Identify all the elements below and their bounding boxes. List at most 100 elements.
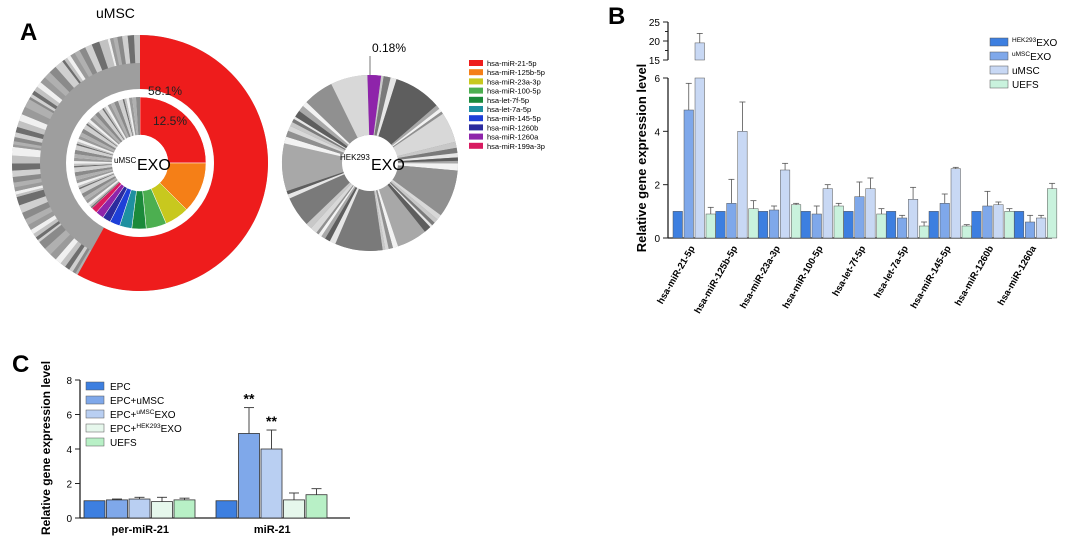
donut1-inner-rest <box>79 174 116 194</box>
chart-b-bar <box>833 205 844 239</box>
chart-b: Relative gene expression level 0 2 4 6 15 20 2… <box>634 18 1058 316</box>
legend-a-swatch-hsa-miR-1260a <box>469 133 483 140</box>
donut1-outer-stripe <box>117 36 126 65</box>
chart-b-bar <box>854 196 865 239</box>
donut1-outer-stripe <box>85 44 103 73</box>
legend-a-item-hsa-miR-145-5p: hsa-miR-145-5p <box>487 114 541 123</box>
chart-b-legend-swatch <box>989 79 1009 89</box>
legend-a-swatch-hsa-miR-23a-3p <box>469 78 483 85</box>
donut1-inner-rest <box>78 135 115 153</box>
donut1-outer-stripe <box>91 41 109 71</box>
chart-b-legend-item: uMSCEXO <box>1012 51 1051 63</box>
chart-b-bar <box>769 209 780 239</box>
chart-b-ytick-label: 25 <box>649 18 661 29</box>
donut1-outer-stripe <box>44 72 70 97</box>
chart-b-bar <box>971 211 982 239</box>
donut2-slice-other <box>397 141 457 159</box>
donut1-outer-stripe <box>64 57 83 83</box>
donut1-inner-rest <box>90 117 120 145</box>
chart-b-bar <box>876 213 887 239</box>
donut2-slice-other <box>378 79 437 145</box>
donut1-inner-rest <box>87 180 119 206</box>
donut2-slice-other <box>289 174 350 224</box>
donut1-inner-rest <box>81 128 117 151</box>
chart-c-bar <box>173 499 196 519</box>
chart-b-bar <box>1025 221 1036 239</box>
donut1-outer-stripe <box>30 94 56 112</box>
donut1-outer-stripe <box>21 106 51 125</box>
donut1-inner-rest <box>126 97 136 136</box>
chart-b-ytick-label: 15 <box>649 56 661 67</box>
donut1-outer-stripe <box>60 241 82 267</box>
chart-b-bar <box>758 211 769 239</box>
donut1-outer-stripe <box>19 114 48 131</box>
donut1-outer-stripe <box>30 215 57 234</box>
donut1-outer-stripe <box>13 178 42 188</box>
panel-c-label: C <box>12 351 29 378</box>
chart-c-ytick-label: 6 <box>66 411 72 422</box>
donut1-inner-rest <box>114 100 131 138</box>
chart-b-ytick-label: 4 <box>654 127 660 138</box>
donut1-inner-rest <box>90 181 120 209</box>
donut1-inner-rest <box>124 98 135 136</box>
chart-b-bar <box>982 205 993 239</box>
donut1-outer-stripe <box>12 163 41 171</box>
donut2-slice-other <box>331 75 370 138</box>
donut1-outer-slice-miR-21-5p <box>77 35 268 291</box>
donut1-inner-rest <box>78 172 115 188</box>
legend-a-swatch-hsa-miR-1260b <box>469 124 483 131</box>
donut1-inner-rest <box>76 143 114 156</box>
donut1-outer-stripe <box>49 66 75 93</box>
donut1-inner-rest <box>74 164 113 173</box>
chart-c-xtick-label: per-miR-21 <box>112 524 169 536</box>
donut1-outer-stripe <box>62 59 81 84</box>
chart-b-ytick-label: 0 <box>654 234 660 245</box>
donut2-slice-other <box>397 160 458 164</box>
legend-a-swatch-hsa-miR-100-5p <box>469 87 483 94</box>
donut2-center-sup: HEK293 <box>340 153 370 162</box>
donut1-outer-stripe <box>13 137 43 146</box>
chart-b-xtick-label: hsa-miR-21-5p <box>655 244 697 306</box>
donut1-inner-rest <box>74 163 113 166</box>
donut2-slice-other <box>286 130 344 155</box>
donut1-inner-rest <box>74 164 113 168</box>
chart-c-bar <box>106 499 128 519</box>
donut2-slice-other <box>375 190 394 249</box>
donut2-slice-other <box>374 76 391 136</box>
chart-b-bar <box>928 211 939 239</box>
donut1-outer-stripe <box>55 238 78 264</box>
chart-c-legend-item: EPC+uMSC <box>110 396 164 407</box>
donut1-inner-rest <box>83 124 118 149</box>
donut1-inner-rest <box>74 149 113 160</box>
donut1-outer-stripe <box>24 99 54 120</box>
chart-b-legend-swatch <box>989 37 1009 47</box>
donut1-title: uMSC <box>96 5 135 21</box>
donut2-slice-other <box>299 105 349 147</box>
donut1-inner-rest <box>88 119 119 146</box>
donut2-slice-other <box>393 113 456 157</box>
donut1-outer-stripe <box>28 211 55 230</box>
chart-b-bar <box>705 213 716 239</box>
chart-b-bar <box>791 204 802 239</box>
chart-b-bar <box>993 204 1004 239</box>
donut1-inner-rest <box>118 99 133 137</box>
chart-b-bar <box>919 225 930 239</box>
donut1-inner-rest <box>75 168 113 181</box>
legend-a-swatch-hsa-miR-199a-3p <box>469 142 483 149</box>
donut1-inner-rest <box>78 173 115 190</box>
donut1-outer-stripe <box>109 37 120 66</box>
legend-a-item-hsa-miR-199a-3p: hsa-miR-199a-3p <box>487 142 545 151</box>
donut1-inner-rest <box>73 160 113 164</box>
donut1-inner-rest <box>76 170 114 184</box>
chart-b-xtick-label: hsa-miR-100-5p <box>781 244 826 311</box>
legend-a-swatch-hsa-miR-21-5p <box>469 60 483 66</box>
chart-b-bar <box>1047 188 1058 239</box>
donut1-inner-rest <box>85 178 118 204</box>
donut1-inner-rest <box>122 98 134 136</box>
chart-b-legend-item: UEFS <box>1012 80 1039 91</box>
donut1-outer-stripe <box>70 52 89 80</box>
donut2-hole <box>342 135 398 191</box>
donut2-slice-other <box>284 136 344 157</box>
donut2-slice-other <box>281 143 344 192</box>
chart-b-bar <box>865 188 876 239</box>
